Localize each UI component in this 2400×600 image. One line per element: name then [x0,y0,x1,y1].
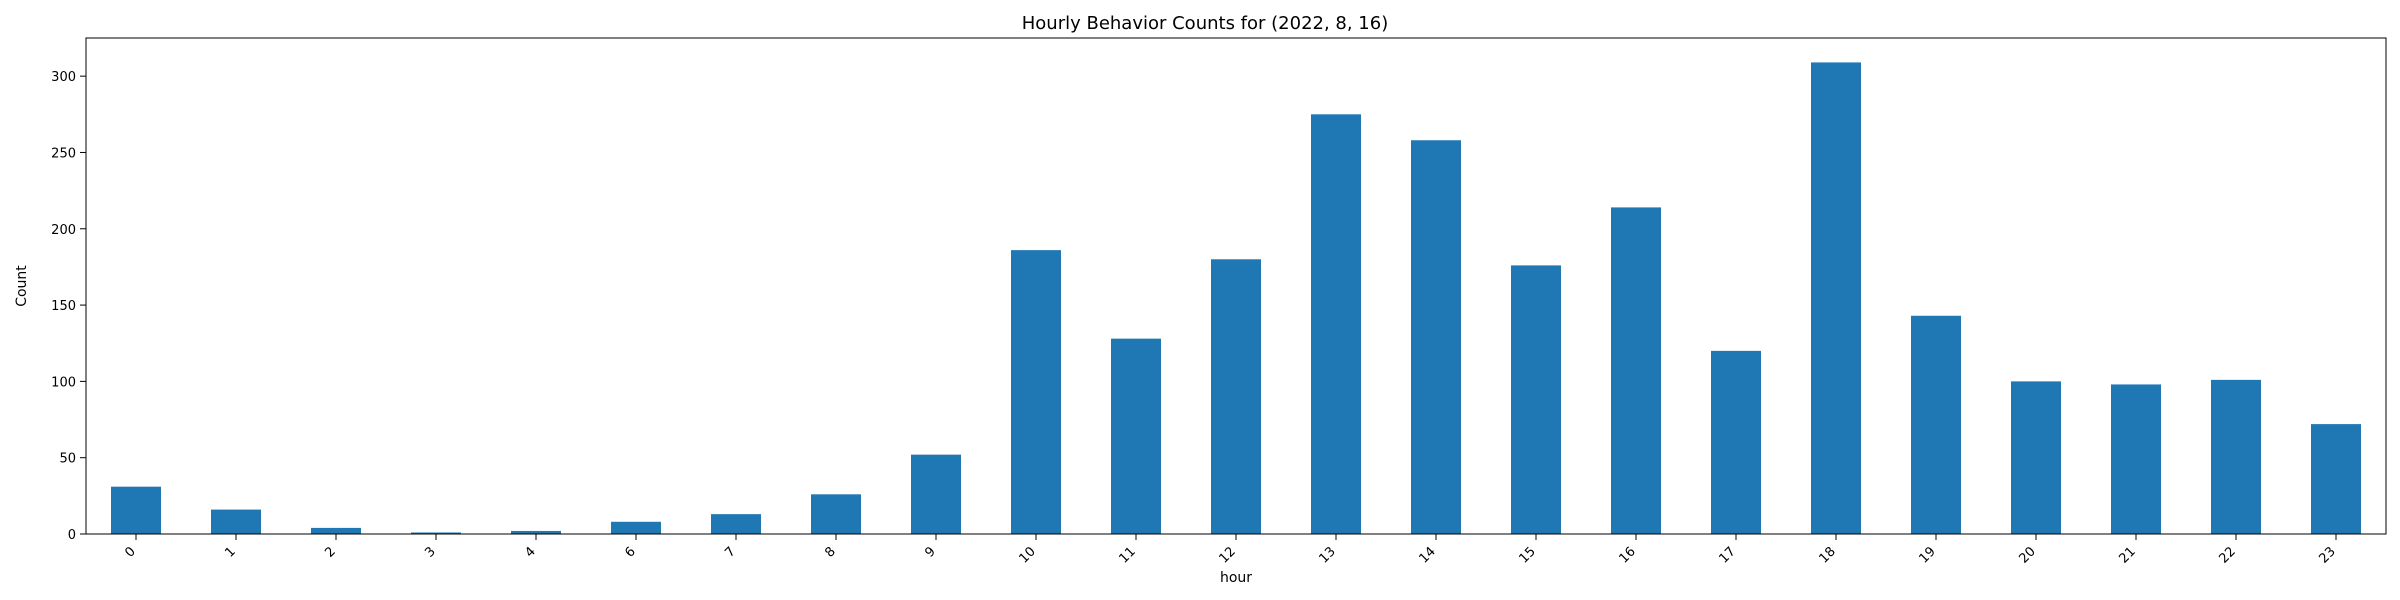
bar-hour-0 [111,486,161,534]
x-tick-label: 13 [1317,544,1339,566]
x-tick-label: 21 [2117,544,2139,566]
bar-hour-15 [1511,265,1561,534]
y-tick-label: 50 [59,452,76,467]
bar-hour-7 [711,514,761,534]
y-tick-label: 150 [51,299,76,314]
x-tick-label: 9 [922,544,938,560]
x-tick-label: 19 [1917,544,1939,566]
y-axis-ticks: 0 50 100 150 200 250 300 [51,70,86,543]
x-tick-label: 7 [722,544,738,560]
x-tick-label: 17 [1717,544,1739,566]
bar-hour-1 [211,509,261,534]
x-tick-label: 23 [2317,544,2339,566]
bar-hour-6 [611,521,661,534]
bar-hour-3 [411,532,461,534]
x-tick-label: 2 [322,544,338,560]
y-tick-label: 100 [51,375,76,390]
y-axis-label: Count [14,265,30,307]
x-tick-label: 8 [822,544,838,560]
x-tick-label: 4 [522,544,538,560]
plot-frame [85,37,2387,535]
x-tick-label: 15 [1517,544,1539,566]
bar-hour-16 [1611,207,1661,534]
x-tick-label: 11 [1117,544,1139,566]
bar-hour-4 [511,530,561,534]
x-axis-ticks: 0 1 2 3 4 6 7 8 9 10 11 12 13 14 15 16 17 18 19 20 21 22 23 [122,534,2339,567]
x-tick-label: 22 [2217,544,2239,566]
x-tick-label: 12 [1217,544,1239,566]
bar-hour-22 [2211,379,2261,534]
x-tick-label: 20 [2017,544,2039,566]
bars-group [111,62,2361,535]
bar-hour-23 [2311,424,2361,534]
bar-hour-11 [1111,338,1161,534]
bar-hour-10 [1011,250,1061,535]
x-tick-label: 1 [222,544,238,560]
x-axis-label: hour [1220,570,1252,586]
bar-hour-18 [1811,62,1861,535]
x-tick-label: 14 [1417,544,1439,566]
chart-title: Hourly Behavior Counts for (2022, 8, 16) [1022,13,1389,34]
x-tick-label: 18 [1817,544,1839,566]
y-tick-label: 250 [51,146,76,161]
x-tick-label: 6 [622,544,638,560]
bar-hour-13 [1311,114,1361,535]
y-tick-label: 200 [51,223,76,238]
bar-hour-2 [311,527,361,534]
bar-hour-19 [1911,315,1961,534]
bar-hour-17 [1711,350,1761,534]
bar-hour-14 [1411,140,1461,534]
x-tick-label: 10 [1017,544,1039,566]
x-tick-label: 0 [122,544,138,560]
bar-hour-8 [811,494,861,534]
y-tick-label: 300 [51,70,76,85]
x-tick-label: 16 [1617,544,1639,566]
bar-hour-21 [2111,384,2161,534]
bar-hour-9 [911,454,961,534]
x-tick-label: 3 [422,544,438,560]
bar-hour-20 [2011,381,2061,534]
bar-hour-12 [1211,259,1261,534]
y-tick-label: 0 [68,528,76,543]
